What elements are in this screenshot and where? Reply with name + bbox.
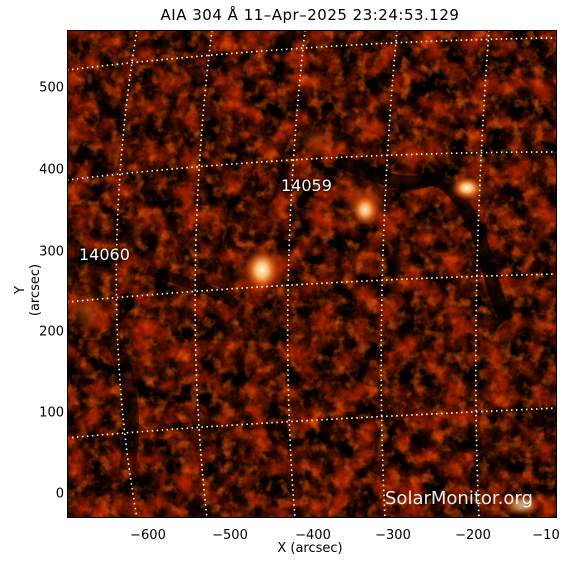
- solar-disk-image: 14059 14060 SolarMonitor.org: [67, 30, 557, 518]
- active-region-glow: [67, 280, 109, 340]
- y-tick-label: 400: [39, 162, 64, 178]
- x-tick-label: −400: [295, 528, 331, 543]
- region-label-14059: 14059: [281, 176, 332, 195]
- y-tick-label: 200: [39, 324, 64, 340]
- bright-plage: [244, 248, 280, 292]
- bright-plage: [502, 493, 542, 517]
- y-tick-label: 0: [55, 486, 64, 502]
- image-title: AIA 304 Å 11–Apr–2025 23:24:53.129: [160, 6, 460, 24]
- heliographic-grid: [67, 30, 557, 518]
- x-tick-label: −500: [212, 528, 248, 543]
- y-axis-label: Y (arcsec): [13, 263, 43, 317]
- x-tick-label: −600: [130, 528, 166, 543]
- bright-plage: [451, 176, 483, 200]
- x-tick-label: −10: [532, 528, 560, 543]
- x-tick-label: −200: [455, 528, 491, 543]
- region-label-14060: 14060: [79, 245, 130, 264]
- dark-filament: [100, 325, 139, 472]
- y-tick-label: 100: [39, 405, 64, 421]
- aia-304-svg: [67, 30, 557, 518]
- active-region-glow: [295, 122, 339, 158]
- x-axis-label: X (arcsec): [277, 541, 343, 556]
- solarmonitor-watermark: SolarMonitor.org: [385, 488, 533, 509]
- y-tick-label: 300: [39, 244, 64, 260]
- x-tick-label: −300: [375, 528, 411, 543]
- bright-plage: [351, 194, 379, 226]
- plot-frame: [67, 30, 557, 518]
- y-tick-label: 500: [39, 80, 64, 96]
